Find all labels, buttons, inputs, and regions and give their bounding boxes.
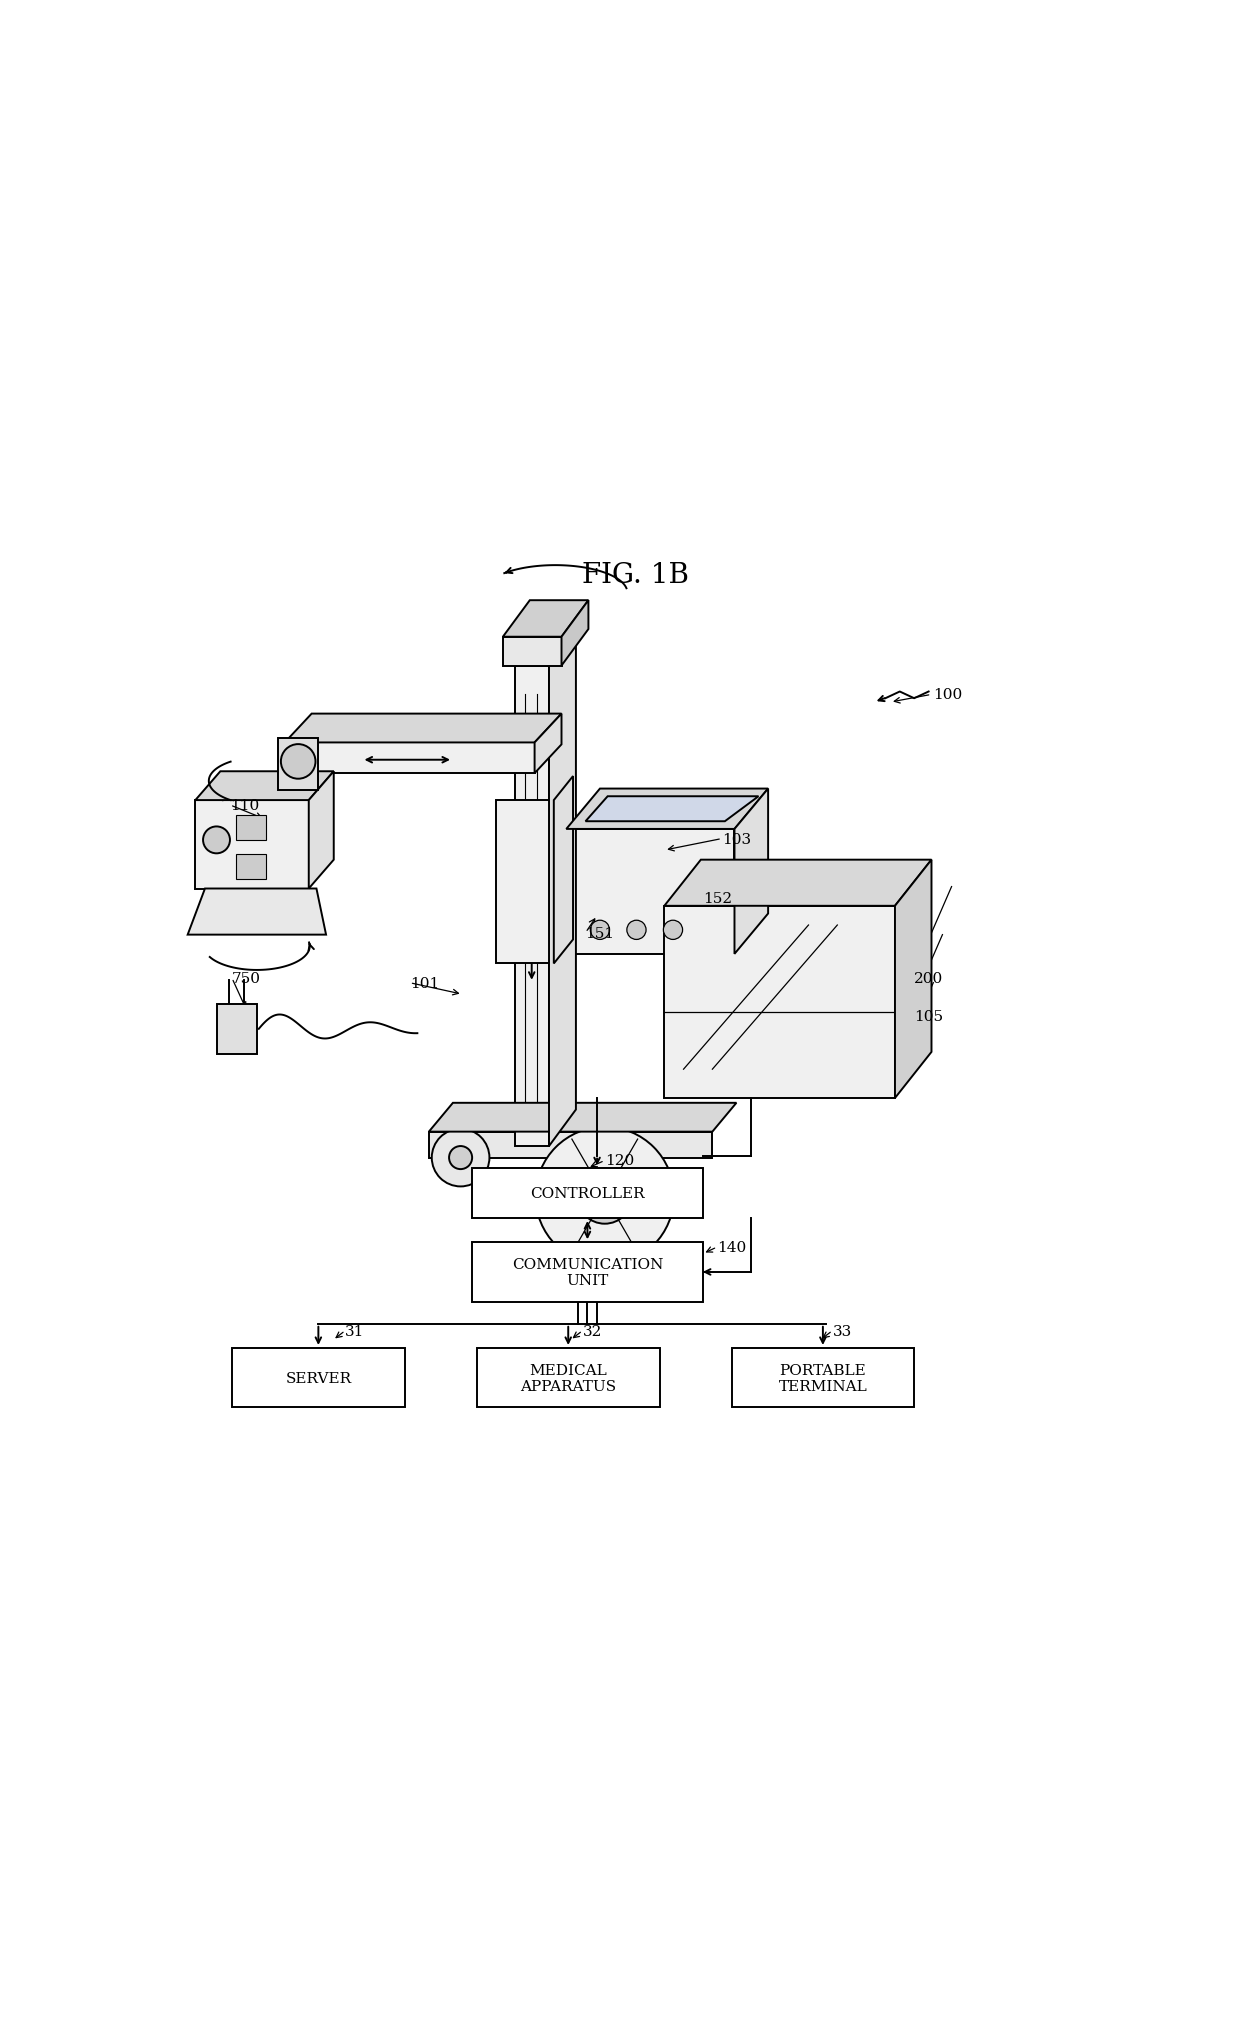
Text: 100: 100 <box>934 688 962 702</box>
Text: 152: 152 <box>703 892 732 906</box>
Text: 103: 103 <box>722 831 751 846</box>
Bar <box>472 1242 703 1303</box>
Polygon shape <box>665 860 931 906</box>
Polygon shape <box>549 629 575 1147</box>
Polygon shape <box>503 637 562 666</box>
Text: 105: 105 <box>914 1009 944 1024</box>
Text: 31: 31 <box>345 1323 365 1337</box>
Polygon shape <box>187 888 326 935</box>
Polygon shape <box>278 738 319 791</box>
Polygon shape <box>534 714 562 775</box>
Text: SERVER: SERVER <box>285 1372 351 1386</box>
Text: 110: 110 <box>229 799 259 813</box>
Circle shape <box>663 920 682 941</box>
Polygon shape <box>503 601 589 637</box>
Text: COMMUNICATION
UNIT: COMMUNICATION UNIT <box>512 1256 663 1287</box>
Circle shape <box>449 1147 472 1169</box>
Circle shape <box>577 1169 632 1224</box>
Polygon shape <box>567 789 768 829</box>
Circle shape <box>590 920 610 941</box>
Polygon shape <box>196 773 334 801</box>
Polygon shape <box>895 860 931 1098</box>
Text: 120: 120 <box>605 1153 634 1167</box>
Bar <box>472 1169 703 1218</box>
Polygon shape <box>567 829 734 955</box>
Polygon shape <box>554 777 573 965</box>
Polygon shape <box>429 1133 712 1157</box>
Circle shape <box>203 827 229 854</box>
Polygon shape <box>309 773 334 888</box>
Text: 151: 151 <box>585 927 615 941</box>
Circle shape <box>281 744 315 779</box>
Polygon shape <box>734 789 768 955</box>
Bar <box>236 815 267 842</box>
Bar <box>236 854 267 880</box>
Polygon shape <box>285 714 562 742</box>
Polygon shape <box>496 801 554 965</box>
Text: 750: 750 <box>232 971 260 985</box>
Text: 200: 200 <box>914 971 944 985</box>
Polygon shape <box>196 801 309 888</box>
Polygon shape <box>516 666 549 1147</box>
Polygon shape <box>217 1003 257 1054</box>
Circle shape <box>627 920 646 941</box>
Text: PORTABLE
TERMINAL: PORTABLE TERMINAL <box>779 1364 867 1394</box>
Text: FIG. 1B: FIG. 1B <box>582 562 689 589</box>
Bar <box>477 1347 660 1408</box>
Text: 101: 101 <box>409 977 439 989</box>
Circle shape <box>432 1129 490 1188</box>
Text: MEDICAL
APPARATUS: MEDICAL APPARATUS <box>520 1364 616 1394</box>
Bar <box>232 1347 404 1408</box>
Polygon shape <box>562 601 589 666</box>
Text: 140: 140 <box>717 1240 746 1254</box>
Circle shape <box>536 1127 675 1266</box>
Polygon shape <box>665 906 895 1098</box>
Polygon shape <box>429 1103 737 1133</box>
Polygon shape <box>516 629 575 666</box>
Text: CONTROLLER: CONTROLLER <box>531 1188 645 1200</box>
Text: 32: 32 <box>583 1323 603 1337</box>
Text: 33: 33 <box>832 1323 852 1337</box>
Bar <box>732 1347 914 1408</box>
Polygon shape <box>285 742 534 775</box>
Polygon shape <box>585 797 759 821</box>
